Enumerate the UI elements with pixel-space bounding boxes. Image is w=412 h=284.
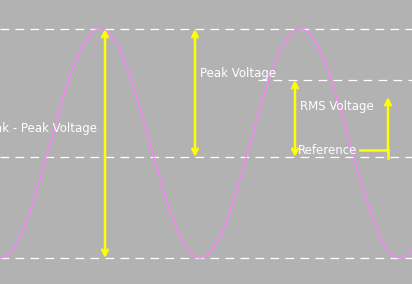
Text: Reference: Reference [297, 143, 357, 156]
Text: Peak - Peak Voltage: Peak - Peak Voltage [0, 122, 97, 135]
Text: RMS Voltage: RMS Voltage [300, 101, 374, 113]
Text: Peak Voltage: Peak Voltage [200, 67, 276, 80]
